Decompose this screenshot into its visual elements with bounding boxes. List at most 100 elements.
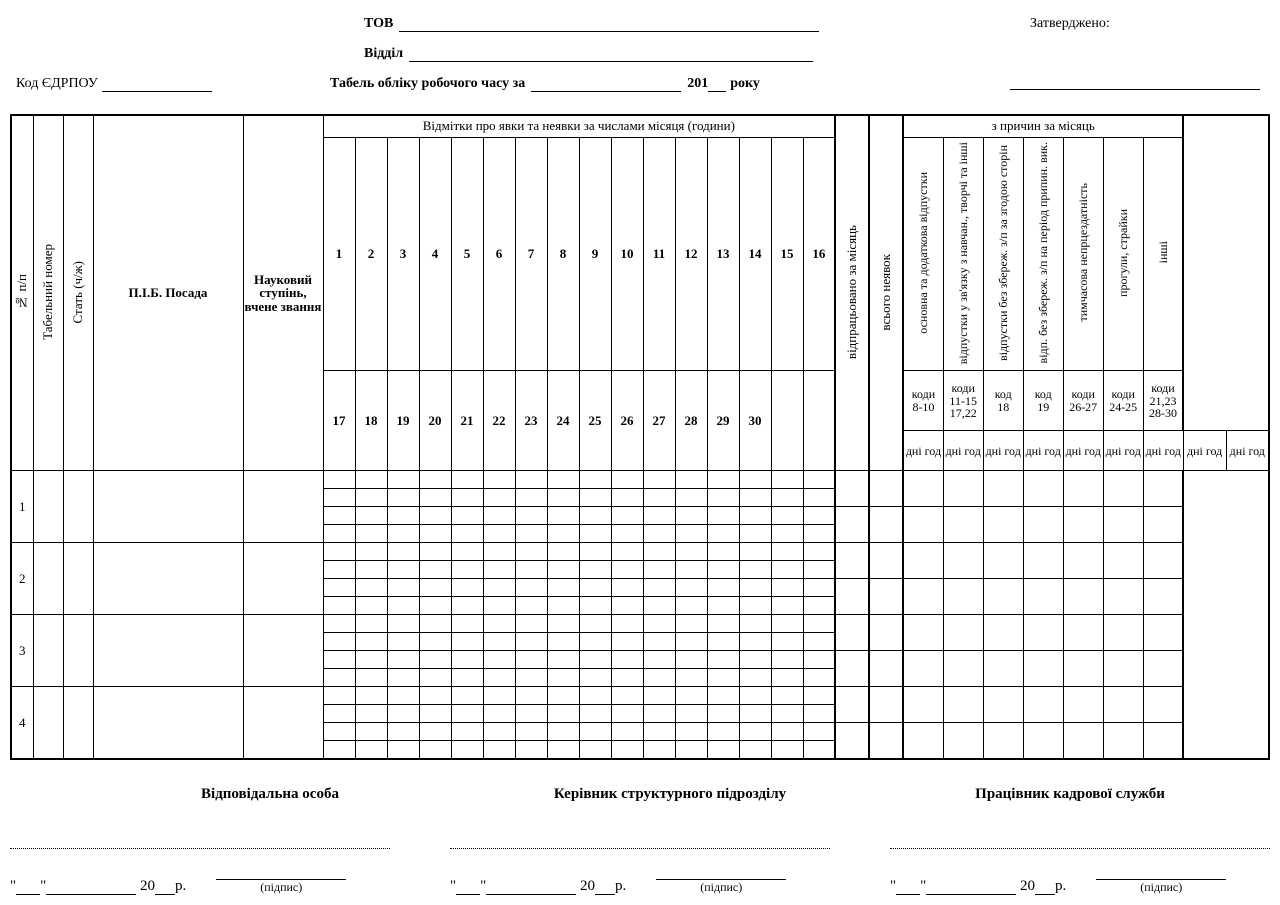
cell[interactable] xyxy=(707,471,739,489)
cell[interactable] xyxy=(643,651,675,669)
cell[interactable] xyxy=(835,687,869,723)
cell[interactable] xyxy=(451,615,483,633)
cell[interactable] xyxy=(611,615,643,633)
cell[interactable] xyxy=(323,471,355,489)
cell[interactable] xyxy=(707,543,739,561)
cell[interactable] xyxy=(387,597,419,615)
cell[interactable] xyxy=(675,651,707,669)
cell[interactable] xyxy=(547,669,579,687)
cell[interactable] xyxy=(983,543,1023,579)
cell[interactable] xyxy=(869,507,903,543)
cell[interactable] xyxy=(93,543,243,615)
cell[interactable] xyxy=(707,507,739,525)
cell[interactable] xyxy=(547,525,579,543)
cell[interactable] xyxy=(483,705,515,723)
cell[interactable] xyxy=(1023,723,1063,759)
cell[interactable] xyxy=(611,543,643,561)
cell[interactable] xyxy=(643,669,675,687)
cell[interactable] xyxy=(419,507,451,525)
cell[interactable] xyxy=(1063,579,1103,615)
cell[interactable] xyxy=(1103,651,1143,687)
cell[interactable] xyxy=(323,633,355,651)
cell[interactable] xyxy=(243,615,323,687)
cell[interactable] xyxy=(869,615,903,651)
cell[interactable] xyxy=(643,561,675,579)
cell[interactable] xyxy=(771,507,803,525)
cell[interactable] xyxy=(943,543,983,579)
period-blank[interactable] xyxy=(531,78,681,92)
cell[interactable] xyxy=(63,687,93,759)
cell[interactable] xyxy=(1143,723,1183,759)
cell[interactable] xyxy=(387,489,419,507)
cell[interactable] xyxy=(93,615,243,687)
cell[interactable] xyxy=(323,507,355,525)
cell[interactable] xyxy=(451,507,483,525)
cell[interactable] xyxy=(611,525,643,543)
cell[interactable] xyxy=(483,723,515,741)
cell[interactable] xyxy=(903,723,943,759)
cell[interactable] xyxy=(943,615,983,651)
cell[interactable] xyxy=(451,471,483,489)
cell[interactable] xyxy=(451,489,483,507)
cell[interactable] xyxy=(547,489,579,507)
cell[interactable] xyxy=(451,597,483,615)
cell[interactable] xyxy=(707,525,739,543)
cell[interactable] xyxy=(707,687,739,705)
cell[interactable] xyxy=(771,669,803,687)
cell[interactable] xyxy=(419,525,451,543)
cell[interactable] xyxy=(579,471,611,489)
cell[interactable] xyxy=(771,561,803,579)
cell[interactable] xyxy=(803,579,835,597)
cell[interactable] xyxy=(675,561,707,579)
cell[interactable] xyxy=(547,561,579,579)
cell[interactable] xyxy=(803,507,835,525)
cell[interactable] xyxy=(483,561,515,579)
cell[interactable] xyxy=(515,471,547,489)
cell[interactable] xyxy=(1143,543,1183,579)
cell[interactable] xyxy=(483,687,515,705)
cell[interactable] xyxy=(515,687,547,705)
cell[interactable] xyxy=(983,651,1023,687)
cell[interactable] xyxy=(579,525,611,543)
sig-line[interactable] xyxy=(450,833,830,849)
cell[interactable] xyxy=(63,471,93,543)
sig-year[interactable] xyxy=(1035,879,1055,895)
cell[interactable] xyxy=(1143,687,1183,723)
cell[interactable] xyxy=(1143,579,1183,615)
cell[interactable] xyxy=(1063,687,1103,723)
cell[interactable] xyxy=(579,561,611,579)
cell[interactable] xyxy=(1143,651,1183,687)
cell[interactable] xyxy=(771,471,803,489)
cell[interactable] xyxy=(243,543,323,615)
cell[interactable] xyxy=(643,633,675,651)
cell[interactable] xyxy=(515,615,547,633)
cell[interactable] xyxy=(983,579,1023,615)
code-blank[interactable] xyxy=(102,78,212,92)
cell[interactable] xyxy=(707,705,739,723)
cell[interactable] xyxy=(739,561,771,579)
cell[interactable] xyxy=(323,651,355,669)
cell[interactable] xyxy=(451,525,483,543)
cell[interactable] xyxy=(771,723,803,741)
cell[interactable] xyxy=(1023,471,1063,507)
cell[interactable] xyxy=(515,579,547,597)
cell[interactable] xyxy=(579,741,611,759)
cell[interactable] xyxy=(675,507,707,525)
cell[interactable] xyxy=(63,543,93,615)
cell[interactable] xyxy=(835,543,869,579)
cell[interactable] xyxy=(579,507,611,525)
cell[interactable] xyxy=(1023,543,1063,579)
cell[interactable] xyxy=(355,633,387,651)
cell[interactable] xyxy=(739,525,771,543)
cell[interactable] xyxy=(579,579,611,597)
cell[interactable] xyxy=(515,651,547,669)
cell[interactable] xyxy=(387,615,419,633)
cell[interactable] xyxy=(707,633,739,651)
cell[interactable] xyxy=(903,543,943,579)
cell[interactable] xyxy=(93,687,243,759)
cell[interactable] xyxy=(483,543,515,561)
cell[interactable] xyxy=(611,651,643,669)
cell[interactable] xyxy=(707,579,739,597)
sig-line[interactable] xyxy=(10,833,390,849)
cell[interactable] xyxy=(739,633,771,651)
